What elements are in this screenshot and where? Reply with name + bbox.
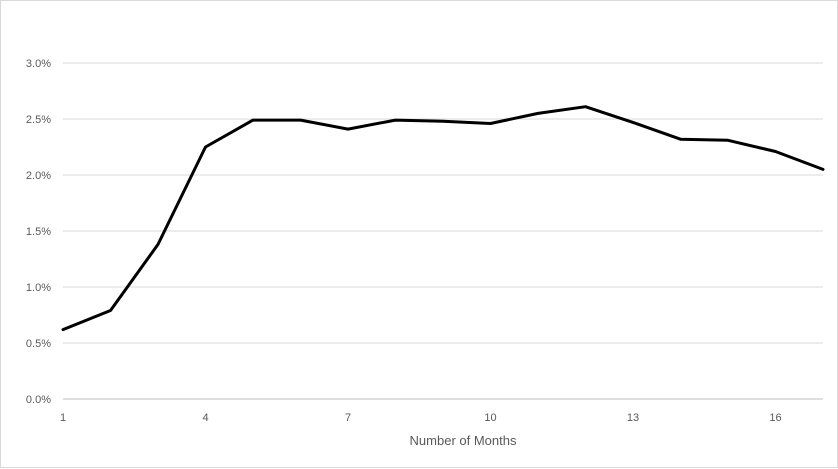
y-tick-label: 0.5% (26, 338, 51, 350)
y-tick-label: 0.0% (26, 394, 51, 406)
x-tick-label: 16 (769, 412, 781, 424)
gridlines (63, 62, 823, 400)
x-axis-tick-labels: 1 4 7 10 13 16 (60, 412, 782, 424)
y-tick-label: 3.0% (26, 58, 51, 70)
x-tick-label: 10 (484, 412, 496, 424)
y-axis-tick-labels: 0.0% 0.5% 1.0% 1.5% 2.0% 2.5% 3.0% (26, 58, 51, 406)
x-axis-title: Number of Months (410, 433, 517, 448)
series-line (61, 105, 825, 332)
y-tick-label: 2.5% (26, 114, 51, 126)
y-tick-label: 1.5% (26, 226, 51, 238)
x-tick-label: 13 (627, 412, 639, 424)
x-tick-label: 7 (345, 412, 351, 424)
x-tick-label: 1 (60, 412, 66, 424)
y-tick-label: 2.0% (26, 170, 51, 182)
x-tick-label: 4 (202, 412, 208, 424)
y-tick-label: 1.0% (26, 282, 51, 294)
